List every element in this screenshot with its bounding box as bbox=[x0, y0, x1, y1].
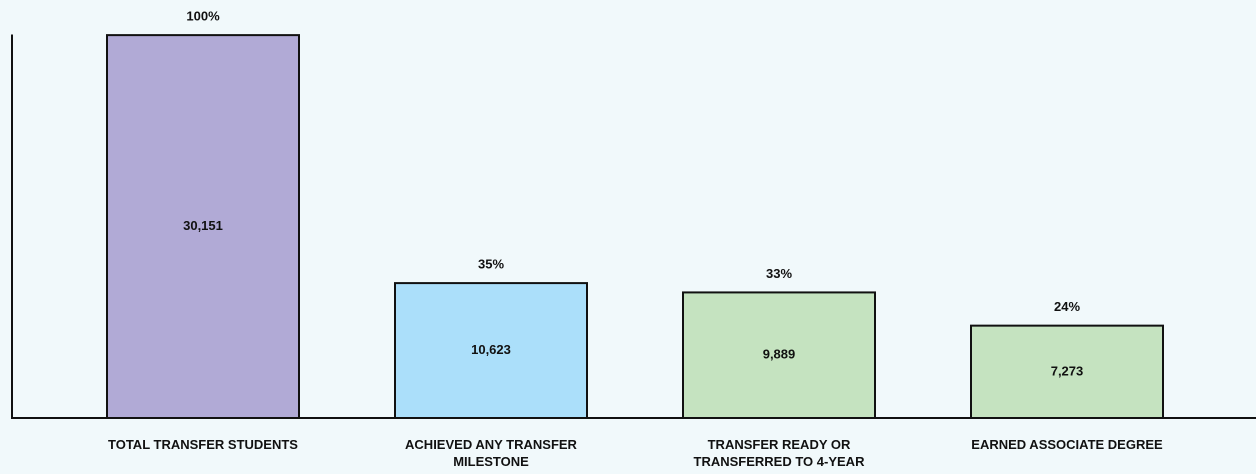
bar bbox=[394, 282, 588, 419]
x-tick-label: TRANSFER READY OR TRANSFERRED TO 4-YEAR bbox=[693, 437, 865, 469]
percent-label: 35% bbox=[478, 257, 504, 272]
percent-label: 33% bbox=[766, 266, 792, 281]
percent-label: 24% bbox=[1054, 299, 1080, 314]
value-label: 9,889 bbox=[763, 347, 796, 362]
value-label: 30,151 bbox=[183, 218, 223, 233]
x-tick-label: EARNED ASSOCIATE DEGREE bbox=[971, 437, 1163, 452]
value-label: 10,623 bbox=[471, 342, 511, 357]
percent-label: 100% bbox=[186, 9, 220, 24]
x-tick-label: ACHIEVED ANY TRANSFER MILESTONE bbox=[405, 437, 577, 469]
bar bbox=[970, 324, 1164, 420]
x-tick-label: TOTAL TRANSFER STUDENTS bbox=[108, 437, 298, 452]
value-label: 7,273 bbox=[1051, 363, 1084, 378]
